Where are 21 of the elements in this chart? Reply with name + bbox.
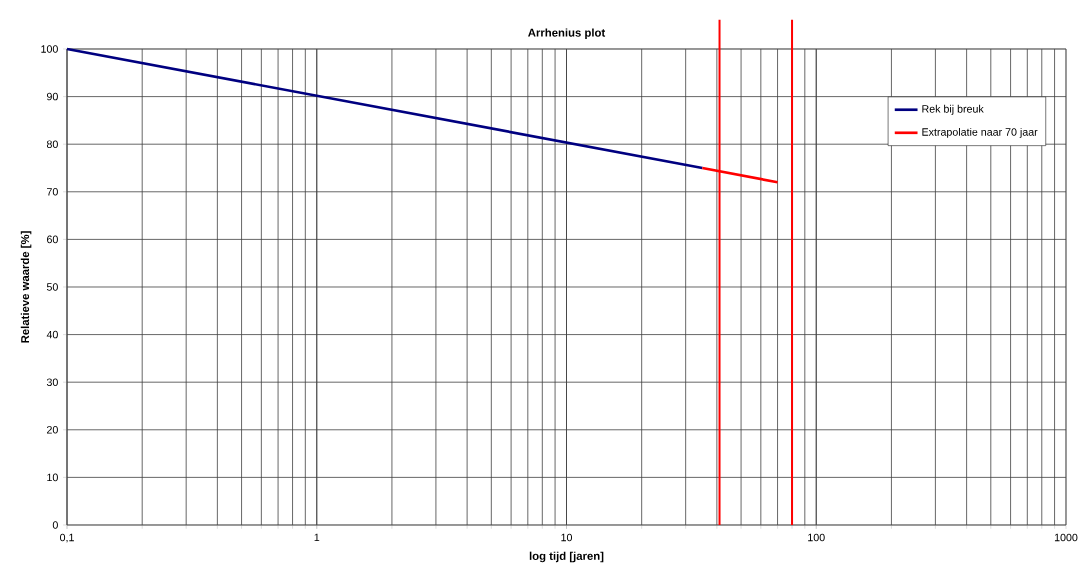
x-axis-title: log tijd [jaren] — [529, 551, 604, 563]
y-axis-title: Relatieve waarde [%] — [20, 231, 32, 343]
y-tick-label: 10 — [47, 473, 58, 482]
y-tick-label: 40 — [46, 330, 58, 339]
x-tick-label: 0,1 — [60, 533, 74, 543]
y-tick-label: 30 — [46, 378, 58, 386]
x-tick-label: 100 — [808, 533, 825, 542]
y-tick-label: 70 — [47, 188, 58, 196]
y-tick-label: 50 — [46, 283, 58, 291]
y-tick-label: 60 — [47, 235, 58, 244]
x-tick-label: 1 — [314, 533, 320, 542]
legend-label: Rek bij breuk — [922, 104, 984, 115]
y-tick-label: 100 — [41, 45, 58, 53]
y-tick-label: 90 — [46, 92, 58, 101]
chart-title: Arrhenius plot — [528, 28, 606, 39]
y-tick-label: 0 — [52, 521, 58, 529]
x-tick-label: 1000 — [1054, 533, 1078, 542]
y-tick-label: 20 — [47, 426, 58, 434]
x-tick-label: 10 — [561, 533, 573, 542]
legend-label: Extrapolatie naar 70 jaar — [922, 127, 1038, 138]
y-tick-label: 80 — [46, 140, 58, 148]
